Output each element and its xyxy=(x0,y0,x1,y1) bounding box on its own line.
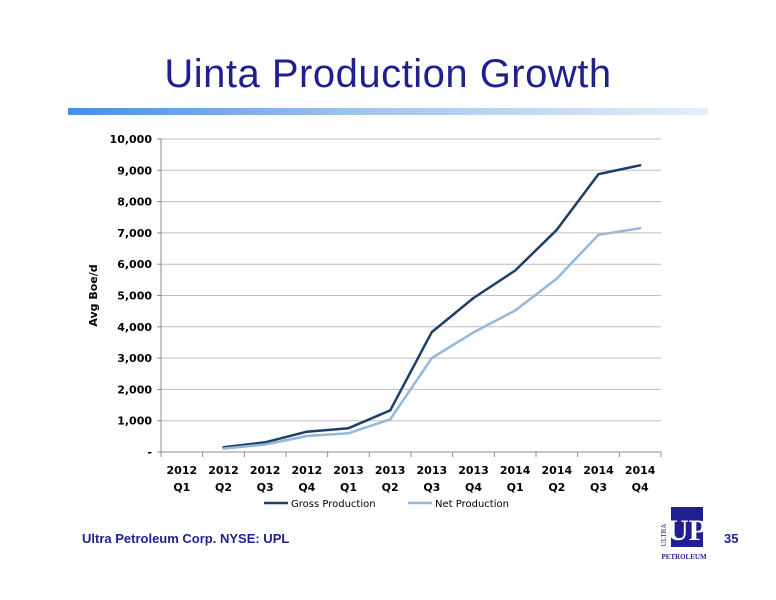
legend-label: Gross Production xyxy=(291,499,376,510)
net-production-line xyxy=(222,226,642,450)
x-tick-label-year: 2014 xyxy=(583,464,614,477)
x-tick-label-year: 2014 xyxy=(542,464,573,477)
x-tick-label-year: 2012 xyxy=(167,464,198,477)
x-tick-label-year: 2013 xyxy=(458,464,489,477)
y-tick-label: 10,000 xyxy=(110,133,153,146)
ultra-petroleum-logo: ULTRA UP PETROLEUM xyxy=(660,505,706,563)
x-tick-label-quarter: Q1 xyxy=(507,481,524,494)
y-tick-label: 9,000 xyxy=(117,164,152,177)
y-axis-label: Avg Boe/d xyxy=(87,264,100,326)
x-tick-label-year: 2013 xyxy=(375,464,406,477)
y-tick-label: 4,000 xyxy=(117,321,152,334)
y-tick-label: 2,000 xyxy=(117,383,152,396)
x-tick-label-year: 2012 xyxy=(250,464,281,477)
y-tick-label: 6,000 xyxy=(117,258,152,271)
y-tick-label: 8,000 xyxy=(117,196,152,209)
x-tick-label-year: 2013 xyxy=(417,464,448,477)
x-tick-label-year: 2014 xyxy=(625,464,656,477)
y-tick-label: 5,000 xyxy=(117,290,152,303)
x-tick-label-year: 2012 xyxy=(292,464,323,477)
logo-side-text: ULTRA xyxy=(660,524,668,547)
logo-mark-text: UP xyxy=(667,514,706,547)
legend-label: Net Production xyxy=(435,499,509,510)
x-tick-label-quarter: Q2 xyxy=(215,481,232,494)
x-tick-label-quarter: Q2 xyxy=(548,481,565,494)
y-tick-label: 1,000 xyxy=(117,415,152,428)
x-tick-label-quarter: Q1 xyxy=(340,481,357,494)
logo-bottom-text: PETROLEUM xyxy=(661,553,706,561)
gross-production-line xyxy=(222,164,642,449)
slide-title: Uinta Production Growth xyxy=(164,52,612,96)
x-tick-label-year: 2013 xyxy=(333,464,364,477)
footer-company-text: Ultra Petroleum Corp. NYSE: UPL xyxy=(82,531,290,546)
x-tick-label-quarter: Q3 xyxy=(423,481,440,494)
x-tick-label-quarter: Q1 xyxy=(173,481,190,494)
x-tick-label-quarter: Q4 xyxy=(298,481,315,494)
y-tick-label: 3,000 xyxy=(117,352,152,365)
page-number: 35 xyxy=(724,531,739,546)
x-tick-label-quarter: Q4 xyxy=(465,481,482,494)
x-tick-label-year: 2014 xyxy=(500,464,531,477)
y-tick-label: 7,000 xyxy=(117,227,152,240)
title-underline-bar xyxy=(68,108,708,115)
x-tick-label-quarter: Q3 xyxy=(257,481,274,494)
x-tick-label-quarter: Q3 xyxy=(590,481,607,494)
x-tick-label-quarter: Q4 xyxy=(632,481,649,494)
x-tick-label-quarter: Q2 xyxy=(382,481,399,494)
y-tick-label: - xyxy=(147,446,152,459)
x-tick-label-year: 2012 xyxy=(208,464,239,477)
